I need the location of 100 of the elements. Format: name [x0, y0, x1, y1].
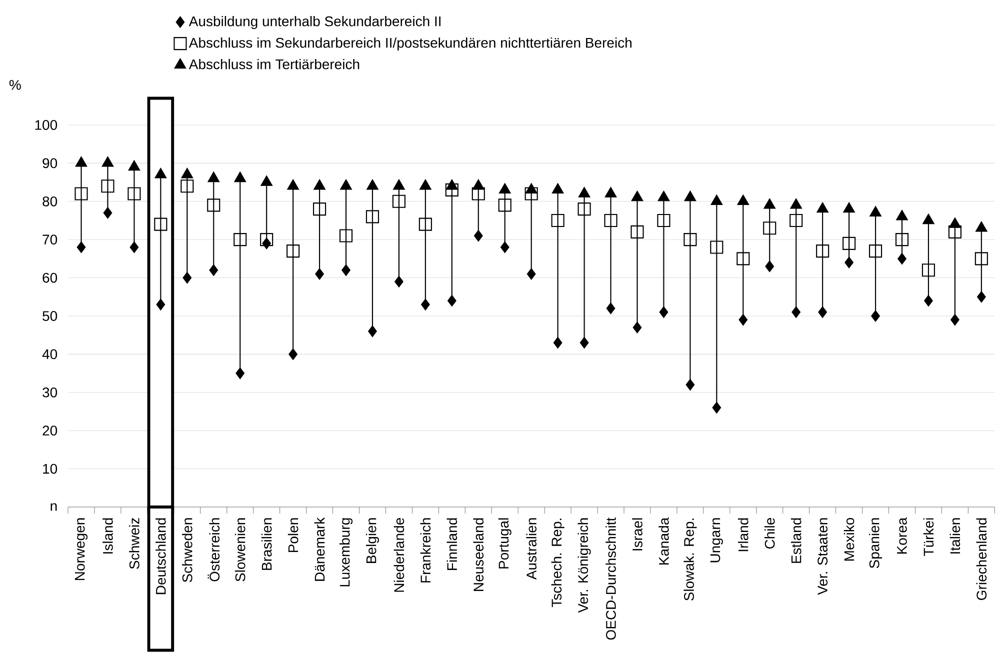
point [659, 306, 668, 318]
point [236, 367, 245, 380]
point [340, 179, 352, 190]
y-tick-label: 60 [42, 272, 58, 283]
point [869, 206, 882, 216]
point [553, 336, 562, 349]
point [790, 198, 802, 209]
point [474, 230, 483, 242]
point [606, 302, 616, 314]
y-tick-label: 20 [42, 426, 58, 436]
point [208, 172, 220, 182]
point [75, 156, 88, 167]
point [207, 198, 220, 212]
point [924, 294, 933, 307]
point [76, 241, 86, 254]
point [130, 241, 139, 254]
y-tick-label: n [50, 503, 57, 511]
x-tick-label: Österreich [208, 518, 220, 582]
point [976, 291, 986, 303]
point [472, 179, 484, 190]
x-tick-label: Portugal [498, 518, 512, 568]
x-tick-label: Australien [526, 518, 536, 580]
y-tick-label: 30 [42, 387, 58, 398]
point [790, 214, 803, 228]
point [657, 214, 670, 228]
x-tick-label: Estland [790, 518, 802, 563]
point [339, 229, 353, 242]
point [446, 179, 458, 190]
point [154, 218, 168, 231]
point [578, 186, 590, 198]
point [975, 221, 988, 232]
point [234, 172, 246, 182]
point [101, 180, 114, 193]
x-tick-label: Griechenland [976, 518, 987, 600]
x-tick-label: Belgien [366, 518, 380, 563]
point [74, 187, 88, 200]
point [366, 210, 380, 224]
point [922, 264, 936, 277]
point [498, 182, 511, 194]
point [472, 187, 485, 200]
x-tick-label: Brasilien [261, 518, 272, 570]
point [844, 256, 854, 268]
x-tick-label: Mexiko [844, 518, 854, 561]
point [128, 160, 140, 171]
x-tick-label: Polen [288, 518, 298, 552]
point [313, 179, 326, 190]
y-tick-label: 10 [43, 464, 58, 474]
x-tick-label: Neuseeland [473, 518, 484, 591]
x-tick-label: Dänemark [314, 517, 325, 581]
point [287, 179, 300, 190]
point [156, 298, 166, 310]
point [286, 244, 300, 258]
point [948, 225, 962, 238]
point [260, 175, 273, 186]
point [658, 190, 670, 202]
x-tick-label: Chile [764, 518, 775, 549]
x-tick-label: Kanada [658, 517, 669, 565]
x-tick-label: Irland [738, 518, 748, 552]
point [792, 306, 801, 318]
x-tick-label: Frankreich [420, 518, 431, 582]
x-tick-label: Luxemburg [339, 518, 353, 586]
point [630, 225, 644, 238]
point [578, 202, 591, 216]
point [736, 252, 750, 266]
point [738, 314, 748, 326]
point [394, 276, 404, 288]
point [764, 198, 776, 209]
point [525, 182, 538, 194]
point [686, 378, 695, 391]
y-tick-label: 40 [42, 349, 58, 360]
x-tick-label: Island [102, 518, 113, 554]
point [868, 244, 882, 258]
y-tick-label: 80 [42, 196, 58, 206]
point [234, 233, 247, 246]
x-tick-label: Schweden [182, 518, 192, 582]
point [818, 306, 828, 318]
point [366, 179, 379, 190]
point [684, 190, 696, 202]
x-tick-label: Spanien [868, 518, 882, 568]
point [710, 240, 724, 254]
point [898, 252, 906, 265]
x-tick-label: Ver. Königreich [578, 518, 591, 613]
x-tick-label: Finnland [446, 518, 458, 570]
point [180, 180, 194, 193]
legend-label: Ausbildung unterhalb Sekundarbereich II [188, 16, 440, 30]
point [765, 260, 774, 272]
point [948, 217, 961, 228]
point [102, 156, 114, 167]
y-tick-label: 90 [42, 158, 58, 168]
point [895, 233, 909, 246]
x-tick-label: Norwegen [74, 518, 88, 580]
point [260, 233, 274, 246]
x-tick-label: Niederlande [394, 518, 404, 592]
y-tick-label: 100 [35, 120, 58, 130]
point [552, 182, 564, 194]
x-tick-label: Ver. Staaten [818, 518, 828, 595]
point [580, 336, 589, 349]
point [974, 252, 988, 266]
point [843, 202, 856, 213]
point [712, 402, 722, 414]
